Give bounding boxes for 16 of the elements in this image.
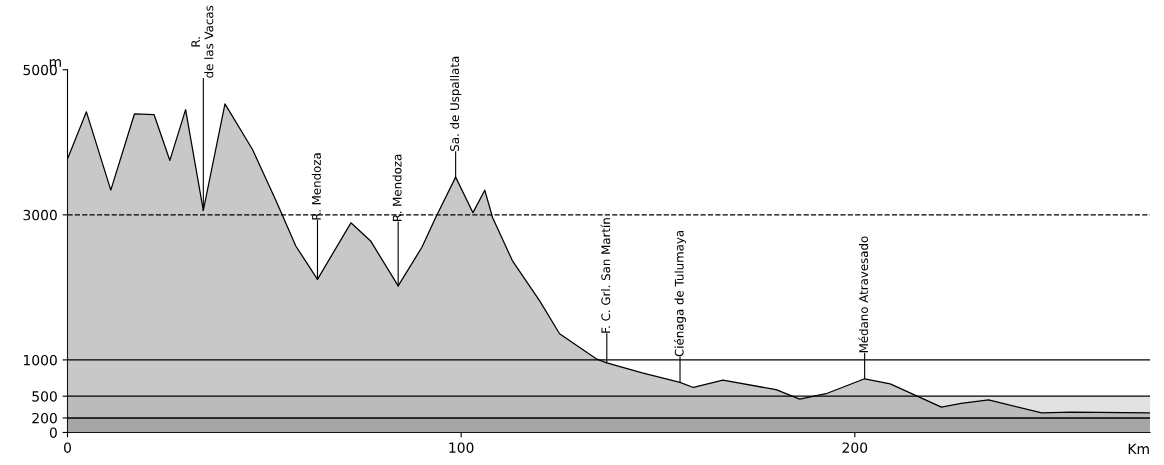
x-axis-title: Km xyxy=(1128,443,1149,454)
x-tick-label: 0 xyxy=(64,442,72,453)
annotation: Sa. de Uspallata xyxy=(449,56,462,151)
annotation: R. de las Vacas xyxy=(191,5,214,78)
annotation: Ciénaga de Tulumaya xyxy=(674,230,686,357)
annotation: F. C. Grl. San Martín xyxy=(600,218,611,333)
annotation: R. Mendoza xyxy=(392,154,402,221)
y-tick-label: 500 xyxy=(32,391,57,402)
y-tick-label: 3000 xyxy=(23,209,57,221)
x-tick-label: 100 xyxy=(449,442,474,453)
y-tick-label: 0 xyxy=(49,427,57,438)
annotation: R. Mendoza xyxy=(311,153,321,220)
y-tick-label: 1000 xyxy=(23,354,57,366)
y-tick-label: 200 xyxy=(32,412,57,424)
x-tick-label: 200 xyxy=(842,442,868,453)
annotation: Médano Atravesado xyxy=(858,236,869,353)
